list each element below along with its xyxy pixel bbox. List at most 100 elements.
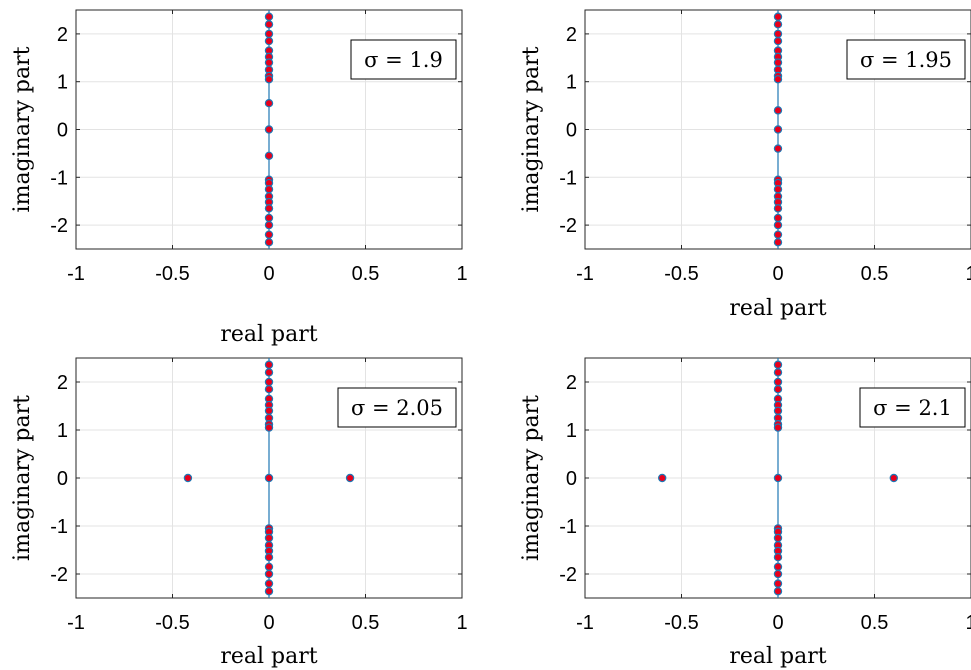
data-point <box>773 385 783 394</box>
data-point <box>773 230 783 239</box>
data-point <box>773 220 783 230</box>
y-tick-label: 1 <box>57 72 68 94</box>
data-point <box>773 360 783 369</box>
data-point <box>264 533 274 543</box>
data-point <box>264 75 274 84</box>
x-tick-label: 1 <box>456 263 467 285</box>
data-point <box>773 368 783 377</box>
data-point <box>264 473 274 483</box>
data-point <box>773 377 783 387</box>
data-point <box>264 213 274 223</box>
data-point <box>773 406 783 415</box>
data-point <box>773 204 783 213</box>
data-point <box>264 587 274 596</box>
x-tick-label: 1 <box>965 612 971 634</box>
data-point <box>773 185 783 194</box>
data-point <box>773 562 783 572</box>
y-axis-label: imaginary part <box>10 395 35 561</box>
y-tick-label: 2 <box>566 24 577 46</box>
data-point <box>264 230 274 239</box>
data-point <box>264 579 274 588</box>
y-tick-label: 1 <box>566 72 577 94</box>
legend-label: σ = 2.05 <box>351 396 443 420</box>
data-point <box>773 58 783 67</box>
data-point <box>773 75 783 84</box>
x-tick-label: -0.5 <box>155 612 189 634</box>
data-point <box>773 533 783 543</box>
legend-label: σ = 2.1 <box>873 396 952 420</box>
data-point <box>773 569 783 579</box>
data-point <box>773 579 783 588</box>
data-point <box>264 569 274 579</box>
data-point <box>264 185 274 194</box>
subplot-2: -1 -0.5 0 0.5 1 -2 -1 0 1 2 real part imaginary par… <box>519 9 971 321</box>
y-tick-label: -2 <box>50 215 68 237</box>
data-point <box>773 238 783 247</box>
y-axis-label: imaginary part <box>10 46 35 212</box>
data-point <box>773 473 783 483</box>
y-tick-label: 2 <box>57 24 68 46</box>
subplot-4: -1 -0.5 0 0.5 1 -2 -1 0 1 2 real part imaginary par… <box>519 357 971 669</box>
data-point <box>773 423 783 432</box>
data-point <box>264 204 274 213</box>
data-point <box>264 553 274 562</box>
legend-box <box>846 39 966 80</box>
y-tick-label: -2 <box>559 564 577 586</box>
y-tick-label: 0 <box>566 468 577 490</box>
x-tick-label: -0.5 <box>664 612 698 634</box>
legend-box <box>350 39 457 80</box>
legend-label: σ = 1.9 <box>364 48 443 72</box>
data-point <box>773 125 783 134</box>
data-point <box>345 473 355 483</box>
x-axis-label: real part <box>220 322 317 347</box>
x-tick-label: 0.5 <box>352 612 380 634</box>
legend-label: σ = 1.95 <box>860 48 952 72</box>
y-axis-label: imaginary part <box>519 395 544 561</box>
x-tick-label: 0.5 <box>861 263 889 285</box>
y-tick-label: 0 <box>57 120 68 142</box>
data-point <box>264 423 274 432</box>
y-tick-label: 0 <box>57 468 68 490</box>
x-tick-label: -1 <box>67 263 85 285</box>
data-point <box>264 360 274 369</box>
y-tick-label: -1 <box>559 167 577 189</box>
data-point <box>264 20 274 29</box>
data-point <box>264 12 274 21</box>
x-tick-label: -0.5 <box>155 263 189 285</box>
data-point <box>773 20 783 29</box>
y-tick-label: 2 <box>57 372 68 394</box>
y-tick-label: -1 <box>559 516 577 538</box>
data-point <box>264 151 274 160</box>
x-axis-label: real part <box>729 644 826 669</box>
data-point <box>264 368 274 377</box>
x-tick-label: 0.5 <box>352 263 380 285</box>
subplot-1: -1 -0.5 0 0.5 1 -2 -1 0 1 2 real part imaginary par… <box>10 9 468 347</box>
legend-box <box>337 387 457 428</box>
x-tick-label: 0 <box>263 612 274 634</box>
x-tick-label: -1 <box>67 612 85 634</box>
x-tick-label: 0 <box>263 263 274 285</box>
x-tick-label: 1 <box>965 263 971 285</box>
data-point <box>773 36 783 46</box>
data-point <box>264 58 274 67</box>
x-tick-label: -1 <box>576 263 594 285</box>
data-point <box>264 385 274 394</box>
x-axis-label: real part <box>729 296 826 321</box>
data-point <box>264 406 274 415</box>
x-tick-label: -1 <box>576 612 594 634</box>
y-tick-label: -2 <box>50 564 68 586</box>
data-point <box>773 587 783 596</box>
legend-box <box>859 387 966 428</box>
data-point <box>773 106 783 115</box>
x-tick-label: 0.5 <box>861 612 889 634</box>
subplot-3: -1 -0.5 0 0.5 1 -2 -1 0 1 2 real part imaginary par… <box>10 357 468 669</box>
data-point <box>264 99 274 108</box>
data-point <box>264 377 274 387</box>
data-point <box>773 213 783 223</box>
y-tick-label: 1 <box>566 420 577 442</box>
data-point <box>773 12 783 21</box>
y-tick-label: -1 <box>50 516 68 538</box>
data-point <box>264 220 274 230</box>
data-point <box>889 473 899 483</box>
